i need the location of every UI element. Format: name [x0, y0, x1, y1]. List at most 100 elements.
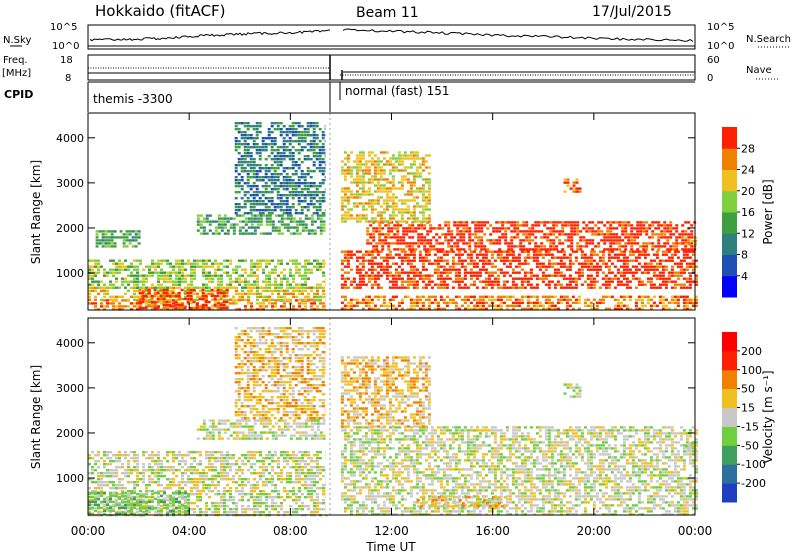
heatmap-cell [160, 272, 163, 274]
heatmap-cell [362, 151, 365, 153]
heatmap-cell [368, 187, 371, 189]
heatmap-cell [377, 190, 380, 192]
heatmap-cell [97, 260, 100, 262]
heatmap-cell [151, 496, 154, 498]
heatmap-cell [620, 260, 623, 262]
heatmap-cell [353, 299, 356, 301]
heatmap-cell [238, 275, 241, 277]
heatmap-cell [425, 166, 428, 168]
heatmap-cell [280, 263, 283, 265]
heatmap-cell [455, 281, 458, 283]
heatmap-cell [298, 302, 301, 304]
heatmap-cell [235, 170, 238, 172]
heatmap-cell [540, 236, 543, 238]
heatmap-cell [274, 170, 277, 172]
heatmap-cell [570, 242, 573, 244]
heatmap-cell [675, 242, 678, 244]
heatmap-cell [371, 263, 374, 265]
heatmap-cell [350, 305, 353, 307]
heatmap-cell [238, 299, 241, 301]
heatmap-cell [380, 184, 383, 186]
heatmap-cell [426, 233, 429, 235]
heatmap-cell [277, 284, 280, 286]
heatmap-cell [272, 223, 275, 225]
heatmap-cell [437, 287, 440, 289]
heatmap-cell [597, 245, 600, 247]
heatmap-cell [181, 278, 184, 280]
heatmap-cell [510, 239, 513, 241]
heatmap-cell [375, 227, 378, 229]
heatmap-cell [474, 236, 477, 238]
heatmap-cell [295, 284, 298, 286]
heatmap-cell [301, 131, 304, 133]
heatmap-cell [274, 290, 277, 292]
heatmap-cell [677, 266, 680, 268]
heatmap-cell [232, 272, 235, 274]
heatmap-cell [623, 284, 626, 286]
heatmap-cell [638, 278, 641, 280]
heatmap-cell [169, 275, 172, 277]
heatmap-cell [302, 226, 305, 228]
heatmap-cell [295, 287, 298, 289]
heatmap-cell [251, 214, 254, 216]
heatmap-cell [287, 223, 290, 225]
heatmap-cell [428, 251, 431, 253]
heatmap-cell [635, 278, 638, 280]
heatmap-cell [479, 269, 482, 271]
heatmap-cell [368, 220, 371, 222]
heatmap-cell [413, 163, 416, 165]
heatmap-cell [395, 296, 398, 298]
heatmap-cell [253, 158, 256, 160]
heatmap-cell [278, 214, 281, 216]
heatmap-cell [462, 224, 465, 226]
heatmap-cell [627, 236, 630, 238]
heatmap-cell [680, 275, 683, 277]
heatmap-cell [145, 289, 148, 291]
heatmap-cell [413, 172, 416, 174]
heatmap-cell [259, 260, 262, 262]
heatmap-cell [289, 287, 292, 289]
heatmap-cell [250, 272, 253, 274]
heatmap-cell [659, 287, 662, 289]
heatmap-cell [674, 275, 677, 277]
heatmap-cell [554, 305, 557, 307]
heatmap-cell [157, 463, 160, 465]
heatmap-cell [244, 170, 247, 172]
heatmap-cell [344, 172, 347, 174]
heatmap-cell [250, 305, 253, 307]
heatmap-cell [184, 472, 187, 474]
heatmap-cell [522, 239, 525, 241]
heatmap-cell [103, 269, 106, 271]
heatmap-cell [548, 254, 551, 256]
heatmap-cell [311, 223, 314, 225]
heatmap-cell [456, 227, 459, 229]
heatmap-cell [372, 236, 375, 238]
heatmap-cell [581, 254, 584, 256]
heatmap-cell [570, 245, 573, 247]
heatmap-cell [408, 230, 411, 232]
heatmap-cell [617, 284, 620, 286]
heatmap-cell [407, 190, 410, 192]
heatmap-cell [620, 296, 623, 298]
heatmap-cell [160, 260, 163, 262]
heatmap-cell [539, 263, 542, 265]
heatmap-cell [280, 206, 283, 208]
heatmap-cell [280, 296, 283, 298]
heatmap-cell [431, 275, 434, 277]
heatmap-cell [380, 266, 383, 268]
heatmap-cell [537, 245, 540, 247]
heatmap-cell [316, 200, 319, 202]
heatmap-cell [245, 217, 248, 219]
heatmap-cell [479, 302, 482, 304]
heatmap-cell [136, 296, 139, 298]
heatmap-cell [347, 260, 350, 262]
heatmap-cell [416, 157, 419, 159]
heatmap-cell [449, 266, 452, 268]
heatmap-cell [169, 451, 172, 453]
heatmap-cell [633, 236, 636, 238]
heatmap-cell [588, 221, 591, 223]
colorbar-swatch [722, 148, 737, 170]
heatmap-cell [106, 454, 109, 456]
heatmap-cell [596, 272, 599, 274]
heatmap-cell [638, 263, 641, 265]
